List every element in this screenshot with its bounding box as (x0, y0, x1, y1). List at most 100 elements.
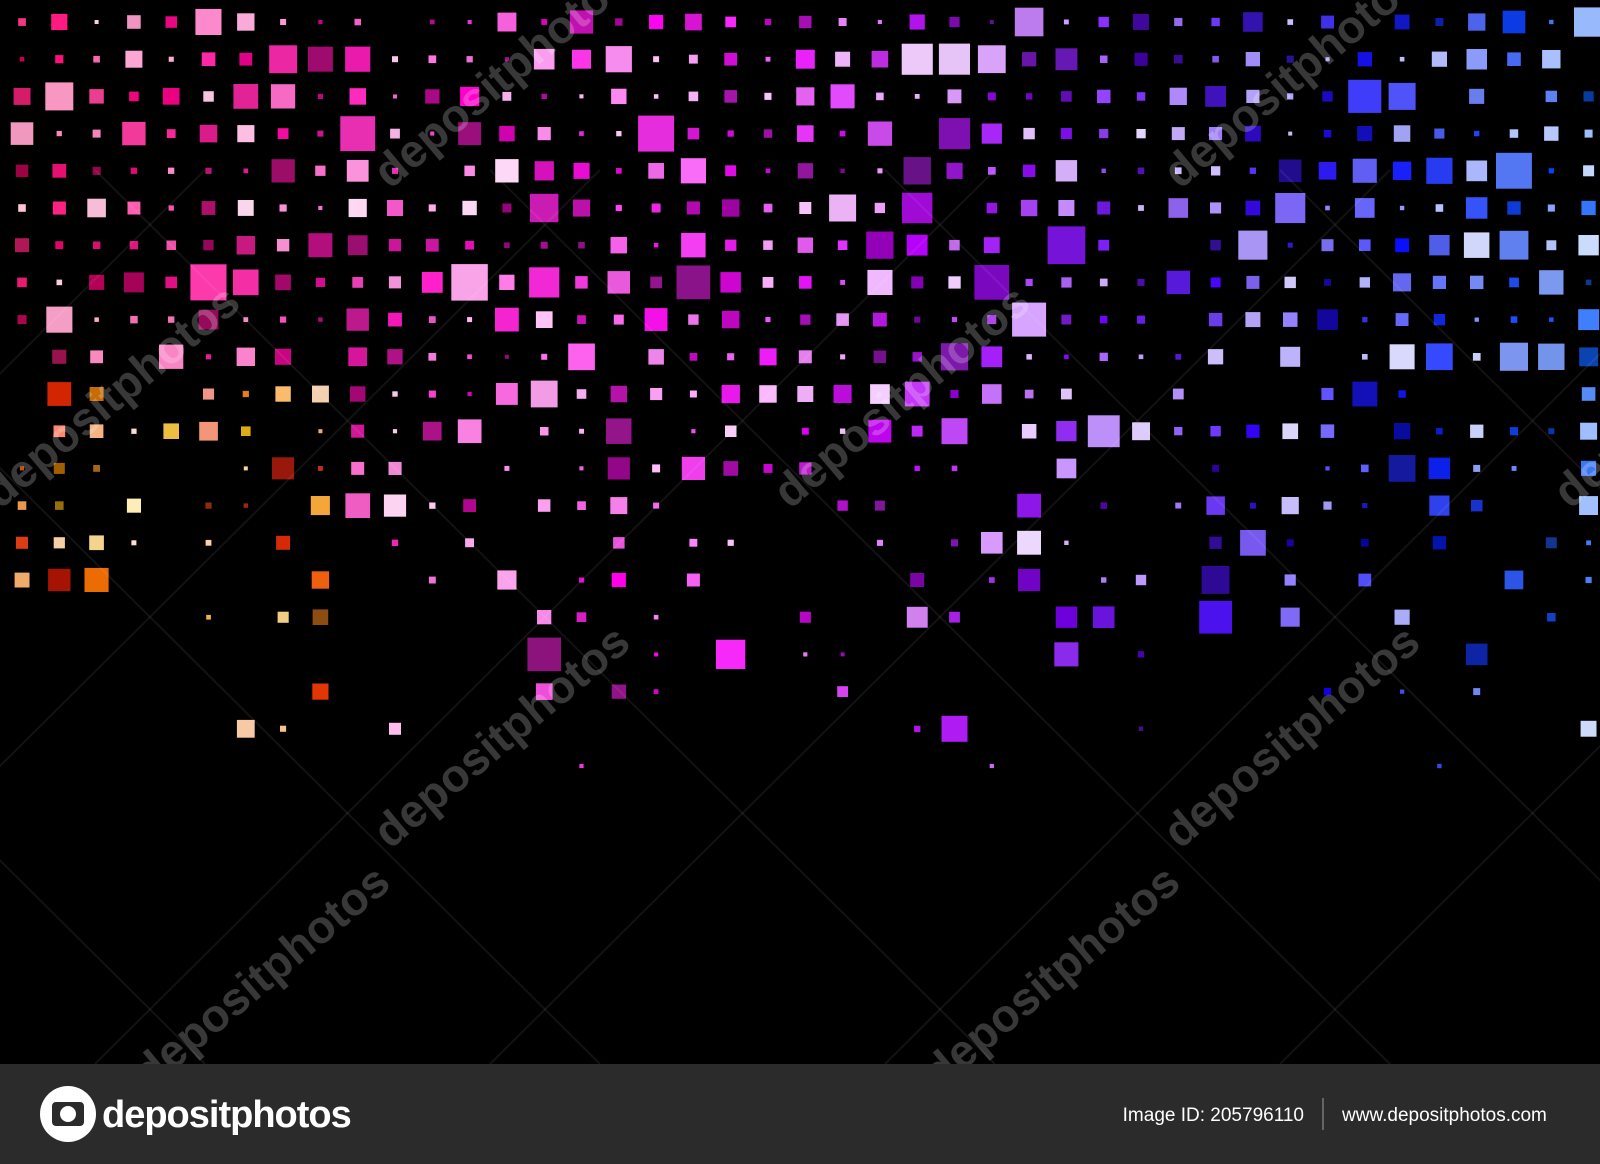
square (1174, 167, 1182, 175)
watermark-line (0, 858, 206, 1065)
square (798, 350, 812, 364)
square (974, 265, 1010, 300)
square (950, 389, 959, 399)
square (421, 272, 443, 293)
square (308, 233, 333, 258)
watermark-line (0, 466, 601, 1065)
square (938, 43, 970, 75)
square (312, 609, 329, 625)
square (1169, 87, 1187, 105)
square (951, 539, 959, 547)
square (653, 614, 659, 620)
square (573, 162, 590, 179)
square (1136, 92, 1146, 101)
square (280, 19, 287, 25)
square (318, 429, 323, 434)
square (1287, 242, 1293, 248)
square (530, 193, 559, 223)
square (1133, 14, 1149, 30)
square (1172, 388, 1184, 400)
square (644, 308, 668, 331)
square (275, 386, 291, 402)
square (1323, 129, 1332, 138)
square (906, 234, 928, 256)
square (350, 386, 366, 402)
watermark-line (1279, 744, 1600, 1065)
square (1320, 424, 1335, 438)
square (130, 315, 138, 324)
square (613, 314, 624, 325)
square (837, 500, 848, 511)
square (1392, 161, 1412, 180)
square (1174, 17, 1183, 27)
square (1317, 309, 1338, 330)
square (838, 18, 847, 26)
square (1100, 55, 1108, 63)
square (877, 19, 882, 24)
square (499, 274, 515, 290)
square (1549, 19, 1554, 25)
square (51, 13, 68, 31)
square (1361, 464, 1369, 473)
square (466, 56, 473, 63)
square (1288, 131, 1293, 136)
square (19, 56, 25, 62)
square (1022, 52, 1037, 67)
square (799, 276, 812, 289)
square (19, 466, 24, 471)
square (166, 129, 176, 138)
square (428, 316, 436, 323)
square (904, 381, 930, 407)
square (1581, 387, 1596, 401)
square (346, 159, 369, 182)
square (977, 45, 1006, 74)
square (1100, 315, 1108, 324)
square (727, 353, 735, 361)
square (340, 116, 376, 152)
site-url: www.depositphotos.com (1341, 1105, 1547, 1126)
square (236, 719, 255, 738)
square (801, 427, 809, 435)
square (243, 168, 249, 174)
square (276, 535, 291, 550)
square (1393, 273, 1412, 292)
square (243, 503, 248, 508)
square (125, 50, 143, 68)
square (1092, 606, 1115, 628)
square (1061, 91, 1072, 102)
square (836, 313, 849, 326)
square (577, 315, 586, 324)
square (764, 92, 772, 100)
square (615, 18, 623, 26)
square (502, 91, 512, 101)
square (89, 274, 105, 290)
square (495, 383, 518, 405)
square (347, 235, 368, 256)
square (1012, 302, 1047, 337)
square (613, 537, 625, 549)
square (537, 499, 551, 512)
square-pattern (10, 7, 1600, 769)
square (833, 384, 852, 403)
square (579, 763, 584, 769)
square (1468, 13, 1486, 31)
square (1137, 651, 1145, 658)
square (428, 204, 436, 212)
square (1024, 389, 1034, 399)
square (939, 118, 971, 150)
square (201, 52, 216, 67)
square (312, 385, 329, 403)
square (1398, 390, 1406, 398)
square (763, 240, 773, 250)
square (837, 686, 848, 697)
square (720, 272, 741, 293)
watermark-line (0, 169, 601, 768)
square (987, 315, 997, 325)
square (951, 465, 958, 472)
square (467, 354, 472, 360)
square (1287, 93, 1294, 100)
square (243, 317, 249, 322)
watermark-line (0, 169, 206, 376)
square (1548, 428, 1555, 435)
square (1168, 198, 1189, 218)
